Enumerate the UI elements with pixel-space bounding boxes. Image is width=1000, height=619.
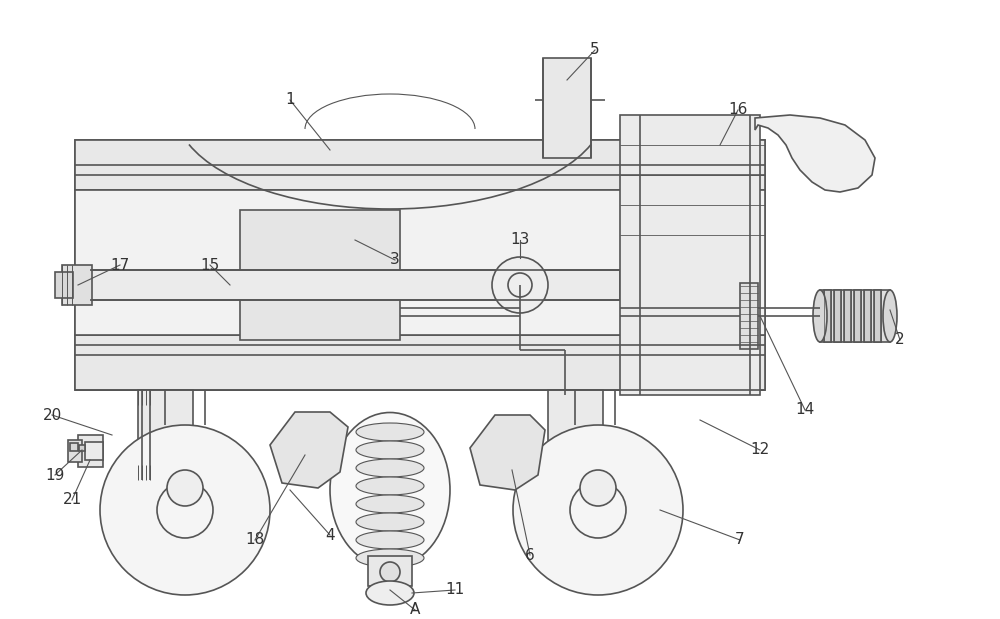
Circle shape [380, 562, 400, 582]
Bar [85, 442, 103, 460]
Text: 6: 6 [525, 547, 535, 563]
Text: 17: 17 [110, 258, 130, 272]
Ellipse shape [356, 549, 424, 567]
Bar [240, 210, 400, 340]
Bar [368, 556, 412, 586]
Bar [820, 290, 890, 342]
Text: 4: 4 [325, 527, 335, 542]
Circle shape [513, 425, 683, 595]
Circle shape [492, 257, 548, 313]
Bar [90, 270, 620, 300]
Bar [854, 290, 861, 342]
Polygon shape [755, 115, 875, 192]
Circle shape [167, 470, 203, 506]
Ellipse shape [356, 531, 424, 549]
Polygon shape [470, 415, 545, 490]
Ellipse shape [356, 423, 424, 441]
Ellipse shape [356, 477, 424, 495]
Ellipse shape [330, 412, 450, 568]
Text: 14: 14 [795, 402, 815, 417]
Text: 1: 1 [285, 92, 295, 108]
Ellipse shape [883, 290, 897, 342]
Circle shape [580, 470, 616, 506]
Bar [75, 140, 765, 390]
Bar [874, 290, 881, 342]
Ellipse shape [356, 495, 424, 513]
Bar [834, 290, 841, 342]
Bar [844, 290, 851, 342]
Ellipse shape [356, 441, 424, 459]
Text: 19: 19 [45, 467, 65, 482]
Ellipse shape [813, 290, 827, 342]
Bar [62, 265, 92, 305]
Bar [75, 140, 765, 190]
Bar [824, 290, 831, 342]
Text: 15: 15 [200, 258, 220, 272]
Bar [55, 272, 73, 298]
Circle shape [100, 425, 270, 595]
Bar [740, 283, 758, 349]
Ellipse shape [366, 581, 414, 605]
Bar [75, 335, 765, 390]
Bar [78, 435, 103, 467]
Text: 5: 5 [590, 43, 600, 58]
Bar [620, 115, 760, 395]
Ellipse shape [356, 459, 424, 477]
Text: 16: 16 [728, 103, 748, 118]
Text: 7: 7 [735, 532, 745, 547]
Bar [70, 443, 78, 451]
Bar [68, 440, 82, 462]
Polygon shape [270, 412, 348, 488]
Bar [79, 445, 85, 451]
Bar [548, 390, 603, 480]
Text: 18: 18 [245, 532, 265, 547]
Text: 21: 21 [62, 493, 82, 508]
Bar [543, 58, 591, 158]
Ellipse shape [356, 513, 424, 531]
Bar [138, 390, 193, 480]
Text: 20: 20 [42, 407, 62, 423]
Text: A: A [410, 602, 420, 618]
Text: 12: 12 [750, 443, 770, 457]
Bar [864, 290, 871, 342]
Text: 11: 11 [445, 582, 465, 597]
Text: 3: 3 [390, 253, 400, 267]
Bar [75, 190, 765, 335]
Text: 2: 2 [895, 332, 905, 347]
Text: 13: 13 [510, 233, 530, 248]
